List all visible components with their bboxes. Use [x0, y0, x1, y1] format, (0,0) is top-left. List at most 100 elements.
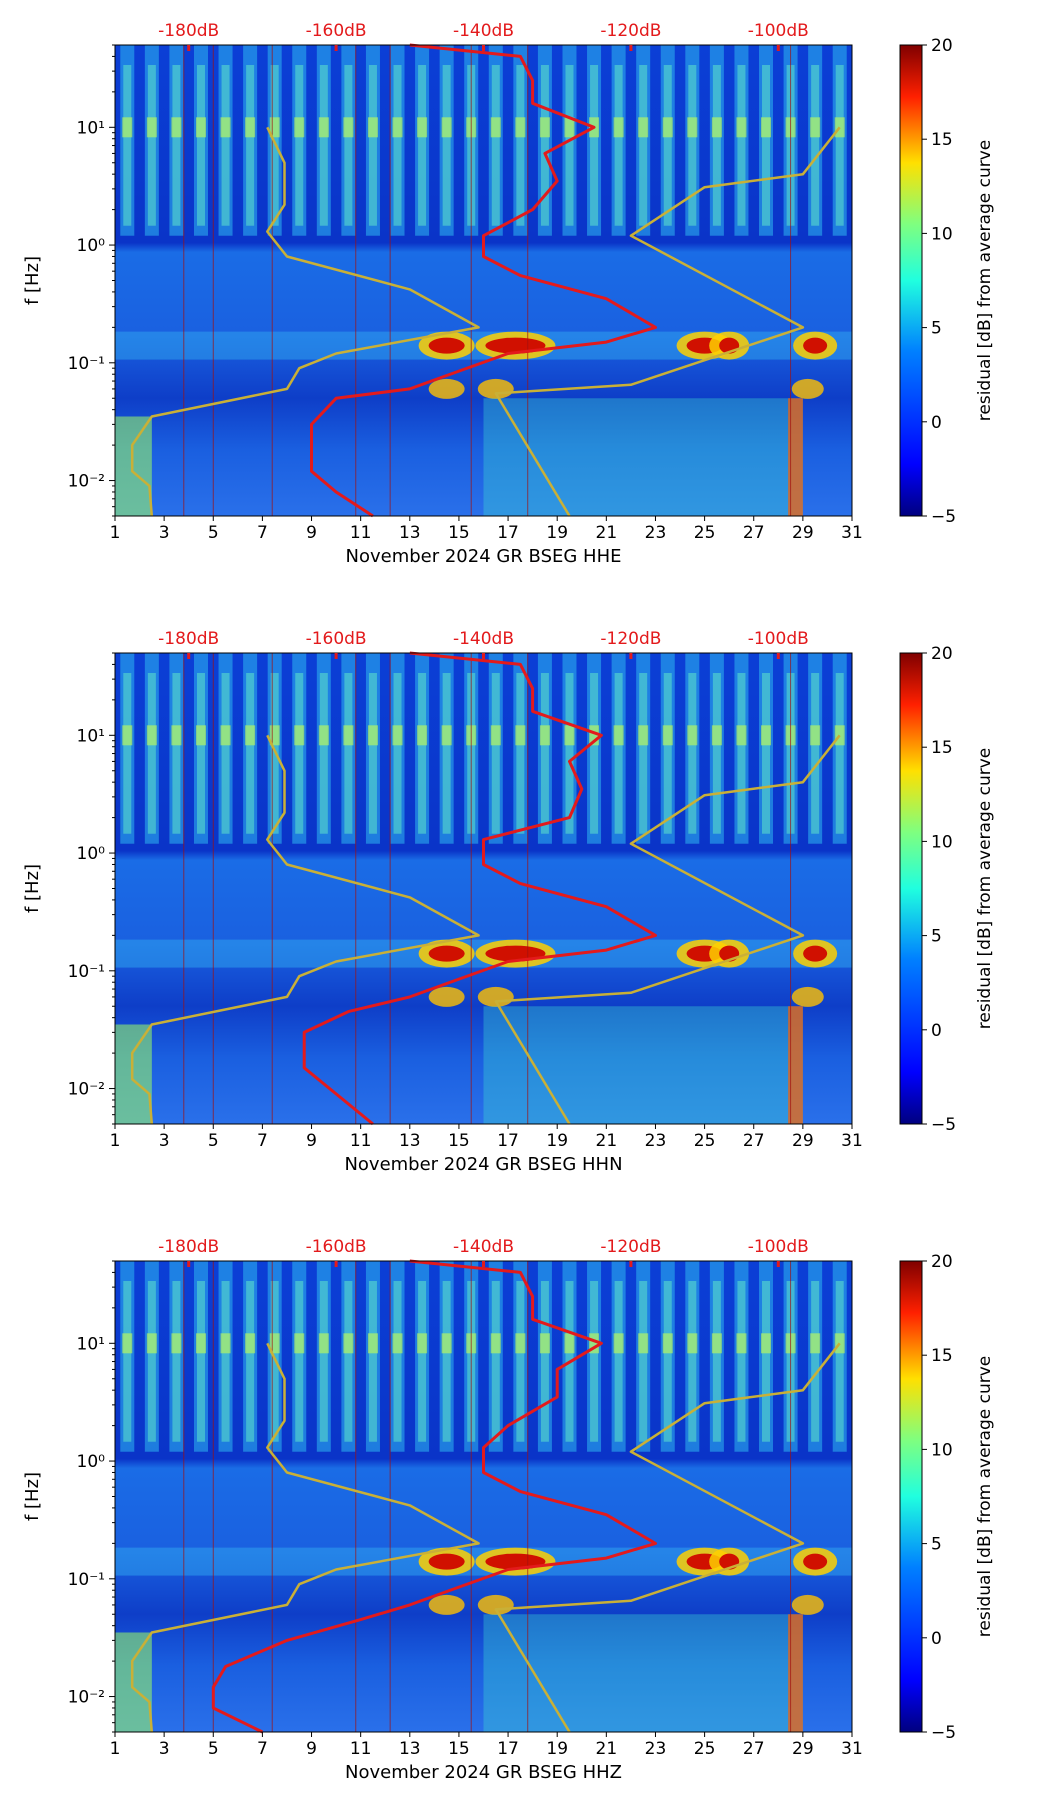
- y-axis-label: f [Hz]: [22, 1472, 43, 1521]
- noise-model-curve: [130, 734, 480, 1125]
- day-stripe-peak: [195, 725, 206, 746]
- day-stripe-peak: [638, 725, 649, 746]
- noise-model-curve: [494, 1342, 841, 1733]
- day-stripe-peak: [711, 117, 722, 138]
- day-stripe-core: [590, 65, 599, 226]
- y-axis-label: f [Hz]: [22, 256, 43, 305]
- day-stripe-peak: [343, 117, 354, 138]
- day-stripe-core: [172, 65, 181, 226]
- day-stripe-core: [565, 673, 574, 834]
- x-axis-label: November 2024 GR BSEG HHE: [345, 546, 621, 567]
- day-stripe-core: [393, 673, 402, 834]
- day-stripe-peak: [269, 725, 280, 746]
- day-stripe-peak: [294, 725, 305, 746]
- x-tick-label: 11: [350, 523, 372, 543]
- day-stripe-core: [516, 1281, 525, 1442]
- day-stripe-core: [688, 65, 697, 226]
- day-stripe-peak: [834, 725, 845, 746]
- day-stripe-core: [246, 673, 255, 834]
- day-stripe-core: [172, 673, 181, 834]
- day-stripe-core: [540, 673, 549, 834]
- colorbar-tick-label: 20: [931, 1252, 953, 1272]
- day-stripe-core: [565, 65, 574, 226]
- colorbar-tick-label: 20: [931, 644, 953, 664]
- day-stripe-core: [246, 65, 255, 226]
- hotspot-core: [803, 337, 828, 354]
- hotspot-core: [803, 945, 828, 962]
- day-stripe-peak: [318, 725, 329, 746]
- day-stripe-peak: [515, 1333, 526, 1354]
- day-stripe-peak: [490, 1333, 501, 1354]
- day-stripe-peak: [392, 725, 403, 746]
- day-stripe-core: [147, 65, 156, 226]
- day-stripe-core: [688, 673, 697, 834]
- day-stripe-peak: [367, 117, 378, 138]
- colorbar-tick-label: 15: [931, 130, 953, 150]
- day-stripe-core: [614, 673, 623, 834]
- noise-model-curve: [130, 1342, 480, 1733]
- x-tick-label: 19: [546, 523, 568, 543]
- day-stripe-core: [295, 1281, 304, 1442]
- noise-model-curve: [130, 126, 480, 517]
- day-stripe-core: [147, 1281, 156, 1442]
- colorbar-tick-label: 10: [931, 1440, 953, 1460]
- average-psd-curve: [211, 1259, 657, 1734]
- day-stripe-peak: [171, 725, 182, 746]
- hotspot-core: [428, 337, 465, 354]
- colorbar-label: residual [dB] from average curve: [975, 1356, 995, 1637]
- day-stripe-peak: [613, 117, 624, 138]
- x-tick-label: 13: [399, 1739, 421, 1759]
- colorbar-tick-label: −5: [931, 1723, 956, 1743]
- day-stripe-peak: [343, 725, 354, 746]
- day-stripe-peak: [687, 725, 698, 746]
- top-db-label: -180dB: [158, 629, 219, 649]
- y-axis-label: f [Hz]: [22, 864, 43, 913]
- colorbar-tick-label: 5: [931, 927, 942, 947]
- day-stripe-peak: [441, 725, 452, 746]
- day-stripe-peak: [171, 1333, 182, 1354]
- y-tick-label: 10¹: [77, 1334, 105, 1354]
- day-stripe-peak: [392, 1333, 403, 1354]
- day-stripe-core: [418, 1281, 427, 1442]
- microseism-hotspots: [115, 1547, 852, 1732]
- day-stripe-core: [762, 673, 771, 834]
- x-tick-label: 3: [159, 1739, 170, 1759]
- x-tick-label: 29: [792, 1131, 814, 1151]
- day-stripe-peak: [736, 725, 747, 746]
- day-stripe-core: [590, 1281, 599, 1442]
- day-stripe-peak: [810, 725, 821, 746]
- hotspot-secondary: [477, 986, 514, 1007]
- day-stripe-peak: [417, 117, 428, 138]
- y-tick-label: 10⁻¹: [68, 1570, 105, 1590]
- average-psd-curve: [302, 651, 657, 1126]
- x-tick-label: 29: [792, 523, 814, 543]
- x-tick-label: 19: [546, 1739, 568, 1759]
- day-stripe-core: [663, 1281, 672, 1442]
- top-db-label: -100dB: [748, 629, 809, 649]
- day-stripe-peak: [687, 1333, 698, 1354]
- day-stripe-peak: [662, 1333, 673, 1354]
- top-db-label: -140dB: [453, 21, 514, 41]
- hotspot-secondary: [791, 986, 824, 1007]
- day-stripe-peak: [146, 725, 157, 746]
- day-stripe-core: [393, 65, 402, 226]
- day-stripe-peak: [294, 117, 305, 138]
- x-tick-label: 25: [694, 1131, 716, 1151]
- colorbar-tick-label: 10: [931, 224, 953, 244]
- colorbar-gradient: [899, 1260, 923, 1733]
- x-tick-label: 17: [497, 523, 519, 543]
- day-stripe-peak: [564, 117, 575, 138]
- x-tick-label: 25: [694, 523, 716, 543]
- day-stripe-core: [221, 673, 230, 834]
- colorbar-tick-label: 10: [931, 832, 953, 852]
- x-tick-label: 25: [694, 1739, 716, 1759]
- day-stripe-peak: [146, 117, 157, 138]
- colorbar: 20 15 10 5 0 −5 residual [dB] from average cur…: [899, 36, 995, 527]
- day-stripe-peak: [761, 1333, 772, 1354]
- x-tick-label: 23: [645, 1131, 667, 1151]
- day-stripe-core: [590, 673, 599, 834]
- colorbar-tick-label: 20: [931, 36, 953, 56]
- day-stripe-core: [811, 673, 820, 834]
- day-stripe-core: [491, 673, 500, 834]
